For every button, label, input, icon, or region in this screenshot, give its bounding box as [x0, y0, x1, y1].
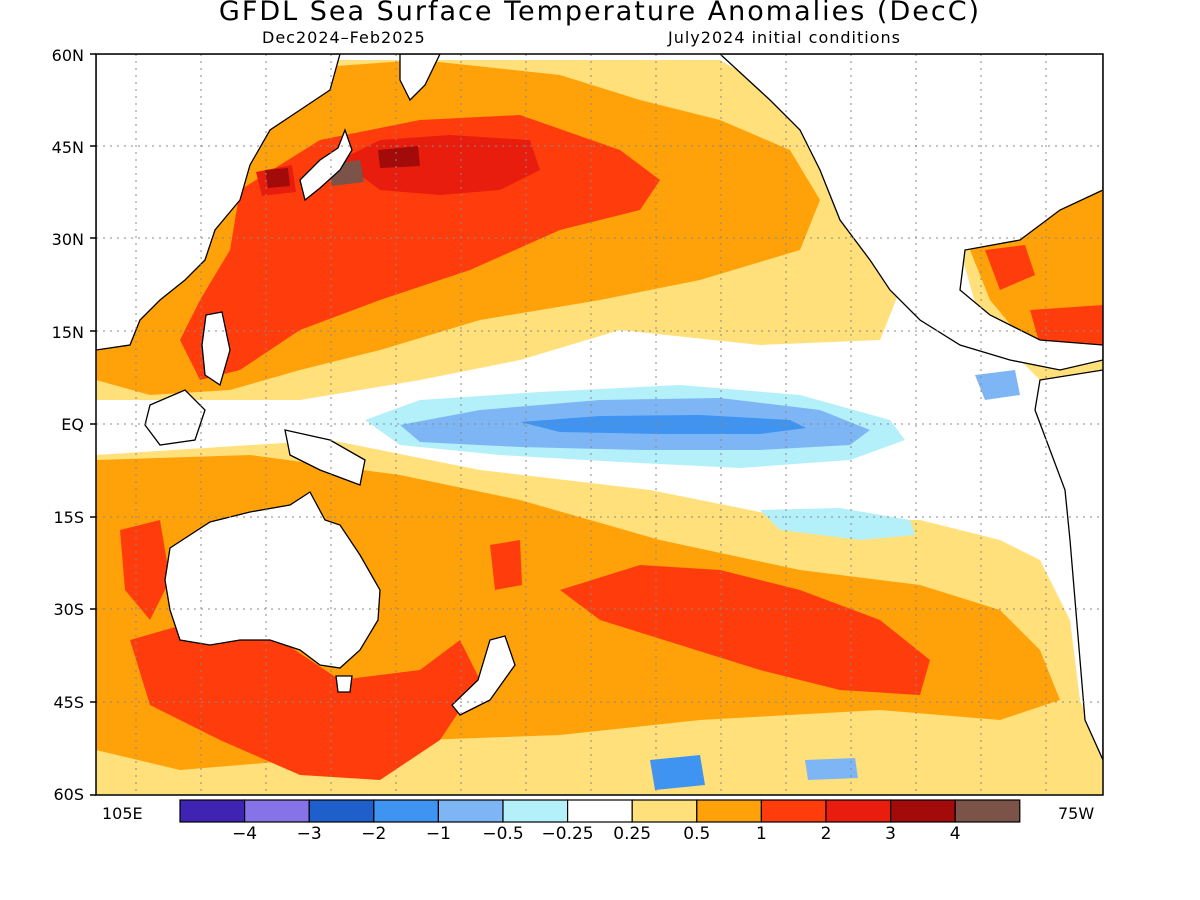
lat-label-60s: 60S [53, 785, 84, 804]
land-northamerica [719, 54, 1103, 371]
anomaly-neg025-southern2 [805, 758, 858, 780]
colorbar-tick-label: 0.25 [613, 824, 652, 844]
colorbar-swatch [437, 799, 504, 823]
anomaly-1-coral [490, 540, 522, 590]
colorbar-swatch [631, 799, 698, 823]
lat-label-45n: 45N [51, 138, 84, 157]
colorbar-swatch [373, 799, 439, 823]
colorbar-tick-label: −2 [361, 824, 387, 844]
lat-label-45s: 45S [53, 693, 84, 712]
lat-ticks [90, 53, 96, 796]
land-newguinea [284, 429, 366, 486]
lon-label-west: 105E [102, 804, 143, 823]
land-japan [299, 128, 353, 202]
anomaly-neg05-mexico [975, 370, 1020, 400]
colorbar-swatch [889, 799, 956, 823]
lat-label-15s: 15S [53, 508, 84, 527]
colorbar-tick-label: 2 [820, 824, 832, 844]
lat-label-15n: 15N [51, 323, 84, 342]
anomaly-3-japansea [265, 168, 290, 188]
land-newzealand [451, 635, 516, 716]
anomaly-1-gulf [985, 245, 1035, 290]
colorbar-swatch [760, 799, 827, 823]
colorbar-swatch [179, 799, 246, 823]
colorbar-tick-label: −3 [296, 824, 322, 844]
colorbar-tick-label: 1 [755, 824, 767, 844]
colorbar-swatch [566, 799, 633, 823]
lat-label-30s: 30S [53, 600, 84, 619]
colorbar-tick-label: −0.5 [482, 824, 524, 844]
anomaly-neg025-peru [760, 508, 915, 540]
land-tasmania [335, 675, 353, 693]
anomaly-1-southpacific [560, 565, 930, 695]
colorbar-tick-label: −1 [425, 824, 451, 844]
land-kamchatka [399, 54, 441, 102]
colorbar-swatch [308, 799, 375, 823]
lat-label-60n: 60N [51, 46, 84, 65]
anomaly-1-westaustralia [120, 520, 170, 620]
land-borneo [144, 389, 206, 446]
colorbar-swatch [696, 799, 762, 823]
colorbar-tick-label: −0.25 [541, 824, 594, 844]
anomaly-3-hokkaido [378, 146, 420, 168]
colorbar-tick-label: 4 [949, 824, 961, 844]
colorbar-tick-label: 3 [885, 824, 896, 844]
lat-label-30n: 30N [51, 230, 84, 249]
lat-label-eq: EQ [61, 415, 84, 434]
colorbar-tick-label: 0.5 [683, 824, 711, 844]
colorbar-swatch [502, 799, 569, 823]
colorbar-tick-label: −4 [232, 824, 258, 844]
land-masses [96, 54, 1103, 761]
graticule [96, 54, 1103, 795]
lon-label-east: 75W [1058, 804, 1095, 823]
land-asia [96, 54, 341, 351]
colorbar-swatch [244, 799, 310, 823]
anomaly-field [96, 54, 1103, 795]
anomaly-1-australia-south [130, 620, 480, 780]
colorbar-swatch [954, 799, 1021, 823]
colorbar-swatch [825, 799, 892, 823]
colorbar [179, 799, 1021, 823]
anomaly-1-atlantic [1030, 305, 1103, 350]
land-australia [164, 491, 381, 669]
land-philippines [201, 311, 231, 387]
forecast-period: Dec2024–Feb2025 [262, 28, 426, 47]
initial-conditions: July2024 initial conditions [668, 28, 901, 47]
land-southamerica [1034, 369, 1103, 761]
anomaly-neg05-southern [650, 755, 705, 790]
map-title: GFDL Sea Surface Temperature Anomalies (… [218, 0, 982, 27]
